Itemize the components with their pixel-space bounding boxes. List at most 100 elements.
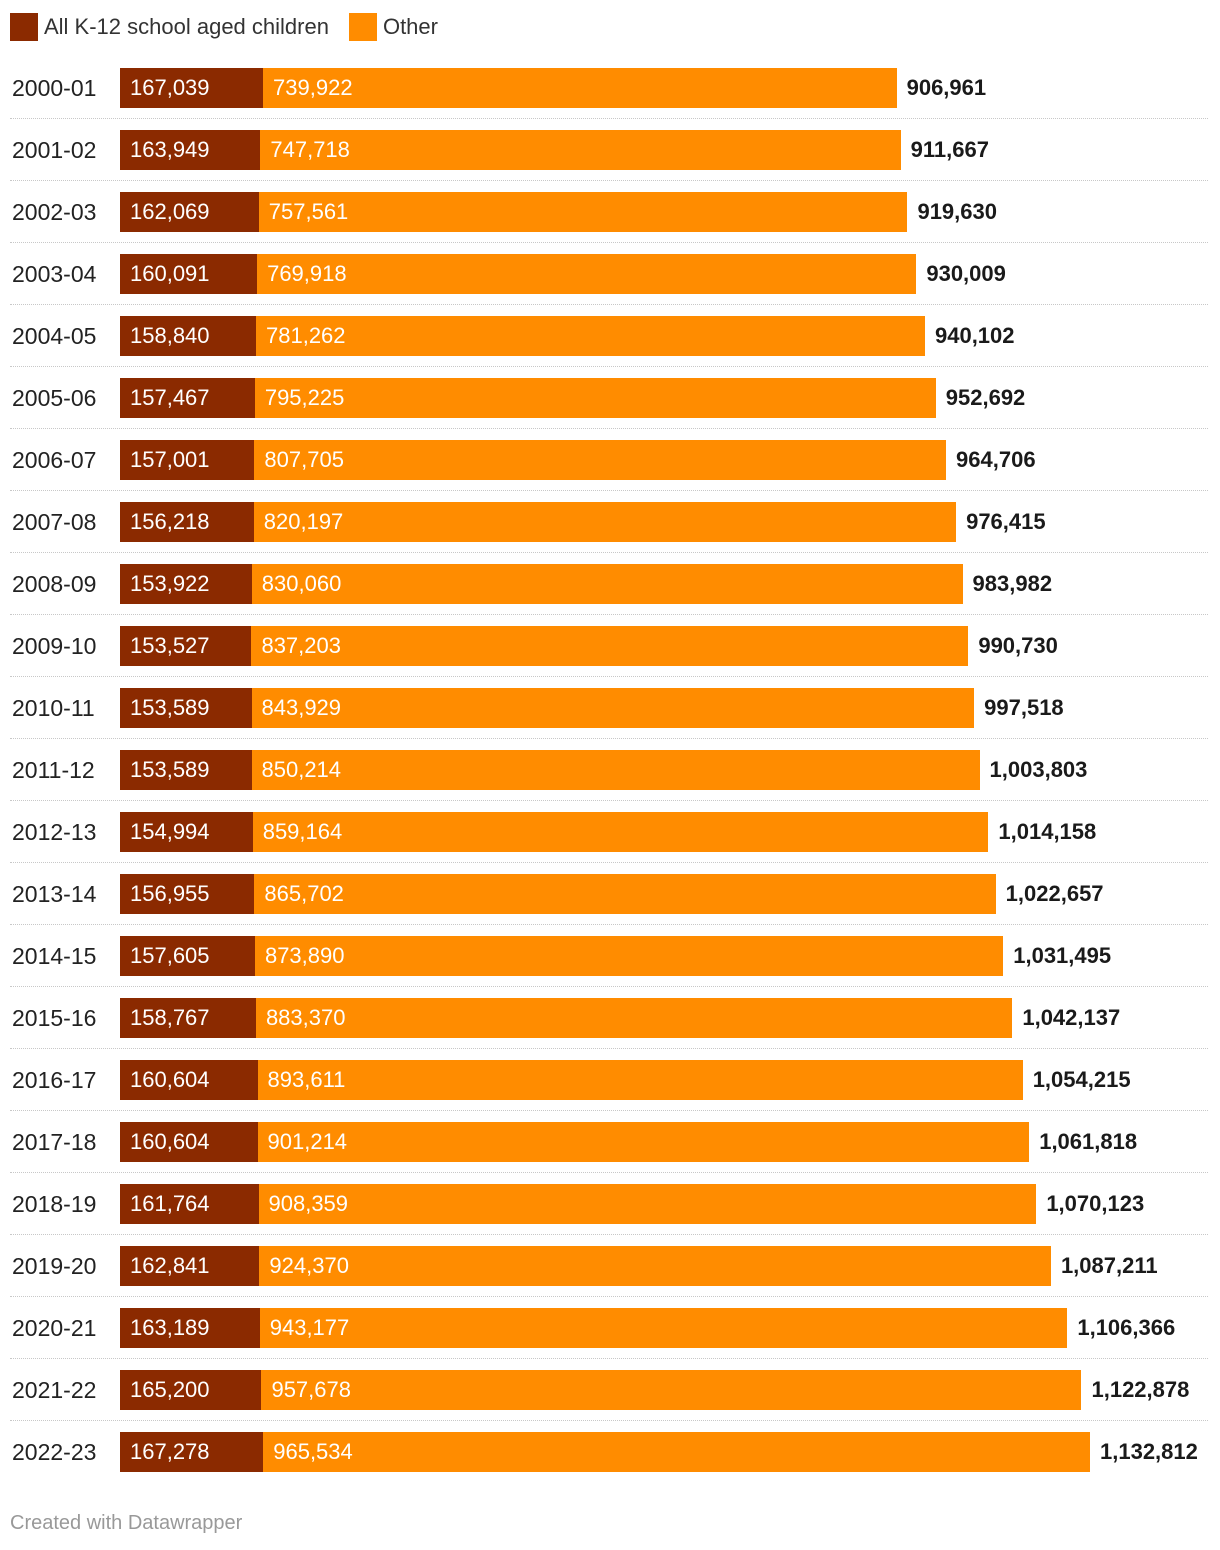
bar-segment-other: [251, 750, 980, 790]
bar-segment-other: [251, 564, 963, 604]
total-label: 983,982: [972, 571, 1053, 596]
category-label: 2006-07: [12, 447, 97, 473]
category-label: 2015-16: [12, 1005, 97, 1031]
data-label-other: 837,203: [261, 633, 341, 658]
row-divider: [10, 428, 1208, 429]
bar-segment-k12: [120, 440, 255, 480]
bar-segment-k12: [120, 378, 255, 418]
legend-swatch: [348, 13, 377, 41]
total-label: 906,961: [906, 75, 987, 100]
total-label: 952,692: [945, 385, 1026, 410]
data-label-k12: 160,604: [130, 1129, 210, 1154]
bar-segment-k12: [120, 874, 255, 914]
data-label-k12: 157,467: [130, 385, 210, 410]
bar-segment-k12: [120, 254, 258, 294]
total-label: 1,070,123: [1046, 1191, 1145, 1216]
bar-segment-k12: [120, 688, 252, 728]
data-label-k12: 156,218: [130, 509, 210, 534]
row-divider: [10, 1172, 1208, 1173]
bar-segment-other: [258, 192, 908, 232]
data-label-other: 850,214: [261, 757, 342, 782]
data-label-other: 859,164: [262, 819, 343, 844]
total-label: 964,706: [956, 447, 1036, 472]
legend-label: All K-12 school aged children: [44, 14, 329, 39]
legend-label: Other: [382, 14, 438, 39]
total-label: 1,003,803: [989, 757, 1088, 782]
bar-segment-other: [257, 254, 917, 294]
row-divider: [10, 1296, 1208, 1297]
bar-segment-k12: [120, 1246, 260, 1286]
total-label: 1,014,158: [998, 819, 1097, 844]
row-divider: [10, 986, 1208, 987]
category-label: 2012-13: [12, 819, 97, 845]
row-divider: [10, 242, 1208, 243]
bar-segment-k12: [120, 812, 253, 852]
category-label: 2008-09: [12, 571, 97, 597]
row-divider: [10, 1358, 1208, 1359]
category-label: 2010-11: [12, 695, 95, 721]
total-label: 930,009: [926, 261, 1006, 286]
data-label-other: 943,177: [269, 1315, 350, 1340]
data-label-k12: 162,069: [130, 199, 210, 224]
data-label-other: 781,262: [266, 323, 346, 348]
category-label: 2003-04: [12, 261, 97, 287]
bar-segment-other: [260, 130, 901, 170]
data-label-other: 893,611: [267, 1067, 346, 1092]
category-label: 2001-02: [12, 137, 97, 163]
bar-segment-k12: [120, 316, 256, 356]
data-label-other: 901,214: [267, 1129, 348, 1154]
row-divider: [10, 924, 1208, 925]
bar-segment-k12: [120, 1184, 259, 1224]
data-label-k12: 158,767: [130, 1005, 210, 1030]
total-label: 997,518: [984, 695, 1064, 720]
bar-segment-k12: [120, 1308, 260, 1348]
bar-segment-k12: [120, 1370, 262, 1410]
bar-segment-k12: [120, 564, 252, 604]
data-label-other: 739,922: [273, 75, 353, 100]
bar-segment-other: [257, 1122, 1030, 1162]
legend-item: Other: [348, 13, 438, 41]
bar-segment-other: [253, 502, 957, 542]
total-label: 990,730: [978, 633, 1058, 658]
bar-segment-other: [263, 68, 897, 108]
total-label: 940,102: [934, 323, 1015, 348]
category-label: 2000-01: [12, 75, 97, 101]
data-label-other: 820,197: [263, 509, 344, 534]
bar-segment-other: [254, 874, 996, 914]
total-label: 1,132,812: [1100, 1439, 1198, 1464]
data-label-k12: 167,278: [130, 1439, 210, 1464]
category-label: 2014-15: [12, 943, 97, 969]
data-label-k12: 153,589: [130, 757, 210, 782]
data-label-other: 747,718: [270, 137, 350, 162]
row-divider: [10, 552, 1208, 553]
data-label-other: 873,890: [264, 943, 345, 968]
bar-segment-k12: [120, 192, 259, 232]
row-divider: [10, 118, 1208, 119]
data-label-other: 957,678: [271, 1377, 351, 1402]
data-label-k12: 154,994: [130, 819, 210, 844]
bar-segment-other: [263, 1432, 1090, 1472]
data-label-other: 769,918: [267, 261, 347, 286]
category-label: 2005-06: [12, 385, 97, 411]
category-label: 2004-05: [12, 323, 97, 349]
row-divider: [10, 1048, 1208, 1049]
row-divider: [10, 676, 1208, 677]
bar-segment-k12: [120, 130, 261, 170]
data-label-k12: 156,955: [130, 881, 210, 906]
data-label-k12: 163,189: [130, 1315, 210, 1340]
category-label: 2018-19: [12, 1191, 97, 1217]
bar-segment-other: [251, 626, 969, 666]
row-divider: [10, 614, 1208, 615]
bar-segment-k12: [120, 502, 254, 542]
data-label-k12: 160,604: [130, 1067, 210, 1092]
row-divider: [10, 1234, 1208, 1235]
row-divider: [10, 862, 1208, 863]
legend-item: All K-12 school aged children: [10, 13, 329, 41]
bar-segment-other: [259, 1246, 1051, 1286]
category-label: 2011-12: [12, 757, 95, 783]
category-label: 2022-23: [12, 1439, 97, 1465]
data-label-k12: 153,527: [130, 633, 210, 658]
bar-segment-k12: [120, 626, 252, 666]
bar-segment-other: [254, 936, 1004, 976]
bar-segment-other: [259, 1308, 1068, 1348]
